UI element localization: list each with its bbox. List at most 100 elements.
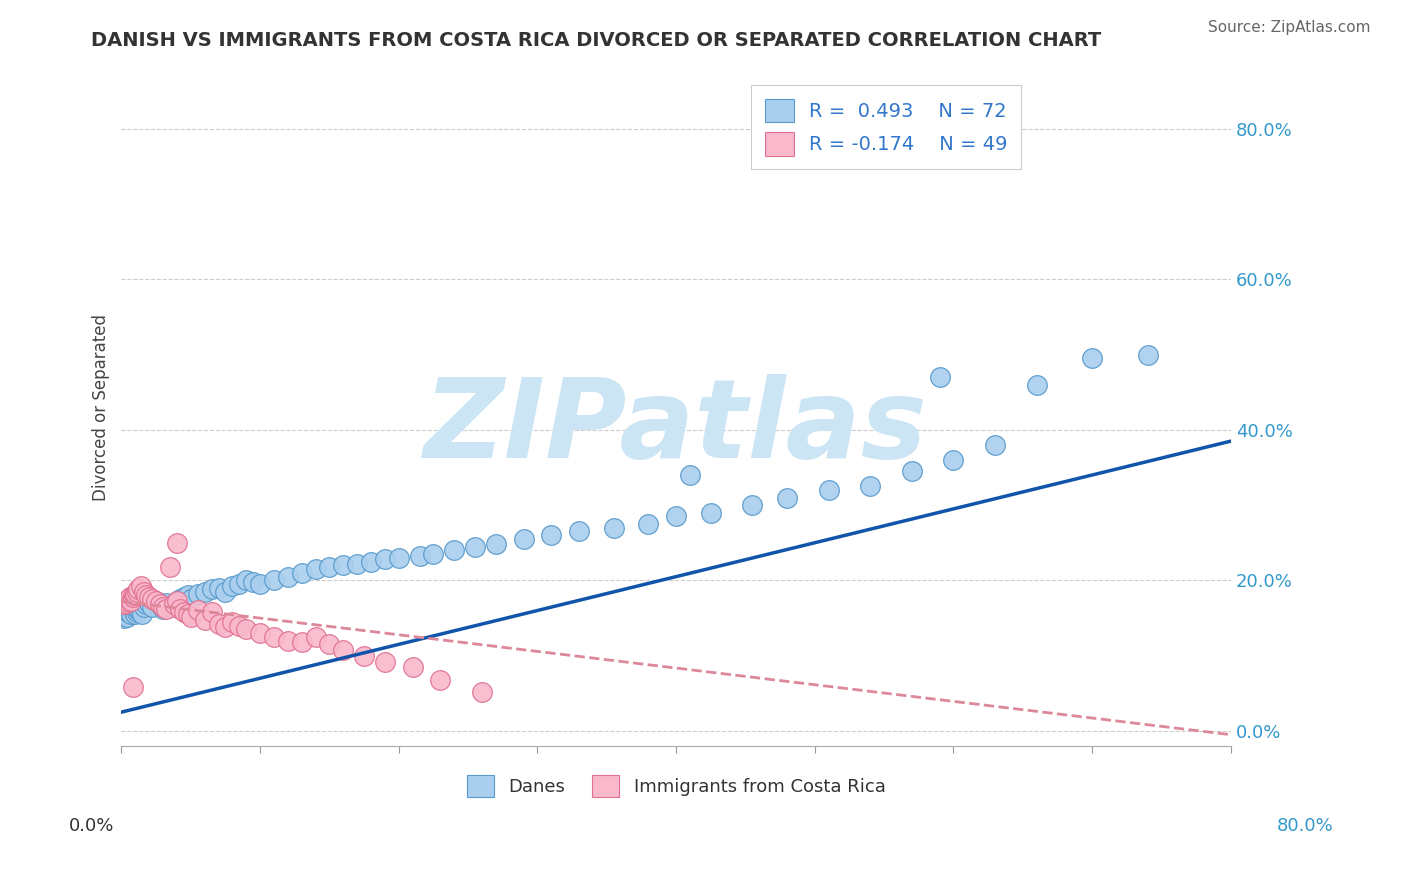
- Point: [464, 540, 486, 554]
- Point: [388, 550, 411, 565]
- Point: [131, 607, 153, 622]
- Point: [304, 562, 326, 576]
- Point: [603, 521, 626, 535]
- Point: [485, 537, 508, 551]
- Text: ZIPatlas: ZIPatlas: [425, 374, 928, 481]
- Point: [149, 598, 172, 612]
- Point: [637, 516, 659, 531]
- Point: [180, 609, 202, 624]
- Point: [118, 590, 141, 604]
- Point: [540, 528, 562, 542]
- Point: [128, 602, 150, 616]
- Point: [138, 590, 160, 604]
- Point: [169, 592, 191, 607]
- Point: [263, 574, 285, 588]
- Point: [163, 598, 186, 612]
- Point: [121, 603, 143, 617]
- Point: [173, 605, 195, 619]
- Point: [141, 592, 163, 607]
- Point: [114, 607, 136, 622]
- Point: [152, 599, 174, 614]
- Point: [117, 605, 139, 619]
- Point: [173, 590, 195, 604]
- Point: [112, 611, 135, 625]
- Point: [125, 584, 148, 599]
- Point: [318, 637, 340, 651]
- Point: [291, 566, 314, 580]
- Point: [159, 599, 181, 614]
- Point: [115, 594, 138, 608]
- Point: [121, 590, 143, 604]
- Point: [249, 577, 271, 591]
- Point: [177, 607, 200, 622]
- Point: [429, 673, 451, 687]
- Point: [422, 547, 444, 561]
- Point: [145, 594, 167, 608]
- Point: [115, 609, 138, 624]
- Point: [1081, 351, 1104, 366]
- Point: [200, 582, 222, 597]
- Point: [235, 623, 257, 637]
- Point: [817, 483, 839, 497]
- Point: [741, 498, 763, 512]
- Point: [304, 630, 326, 644]
- Point: [928, 370, 950, 384]
- Point: [859, 479, 882, 493]
- Point: [194, 613, 217, 627]
- Point: [332, 558, 354, 573]
- Point: [401, 660, 423, 674]
- Point: [1136, 347, 1159, 361]
- Point: [155, 602, 177, 616]
- Point: [512, 532, 534, 546]
- Point: [122, 589, 145, 603]
- Point: [132, 599, 155, 614]
- Point: [141, 599, 163, 614]
- Point: [187, 587, 209, 601]
- Legend: Danes, Immigrants from Costa Rica: Danes, Immigrants from Costa Rica: [460, 768, 893, 805]
- Point: [277, 633, 299, 648]
- Point: [166, 535, 188, 549]
- Point: [149, 598, 172, 612]
- Point: [214, 620, 236, 634]
- Y-axis label: Divorced or Separated: Divorced or Separated: [93, 314, 110, 500]
- Point: [353, 648, 375, 663]
- Point: [155, 596, 177, 610]
- Point: [235, 574, 257, 588]
- Point: [1025, 377, 1047, 392]
- Text: 80.0%: 80.0%: [1277, 817, 1333, 835]
- Point: [117, 592, 139, 607]
- Point: [152, 602, 174, 616]
- Point: [221, 615, 243, 629]
- Point: [194, 584, 217, 599]
- Point: [177, 589, 200, 603]
- Point: [332, 642, 354, 657]
- Point: [129, 579, 152, 593]
- Point: [207, 581, 229, 595]
- Point: [112, 598, 135, 612]
- Point: [127, 582, 149, 597]
- Point: [138, 596, 160, 610]
- Point: [263, 630, 285, 644]
- Point: [374, 552, 396, 566]
- Point: [135, 598, 157, 612]
- Point: [360, 555, 382, 569]
- Text: Source: ZipAtlas.com: Source: ZipAtlas.com: [1208, 20, 1371, 35]
- Text: 0.0%: 0.0%: [69, 817, 114, 835]
- Point: [120, 594, 142, 608]
- Point: [984, 438, 1007, 452]
- Point: [121, 680, 143, 694]
- Point: [443, 543, 465, 558]
- Point: [145, 594, 167, 608]
- Point: [700, 506, 723, 520]
- Point: [127, 603, 149, 617]
- Point: [374, 655, 396, 669]
- Point: [132, 584, 155, 599]
- Point: [568, 524, 591, 539]
- Point: [124, 607, 146, 622]
- Point: [318, 559, 340, 574]
- Point: [163, 598, 186, 612]
- Point: [291, 635, 314, 649]
- Point: [180, 592, 202, 607]
- Point: [214, 584, 236, 599]
- Point: [166, 594, 188, 608]
